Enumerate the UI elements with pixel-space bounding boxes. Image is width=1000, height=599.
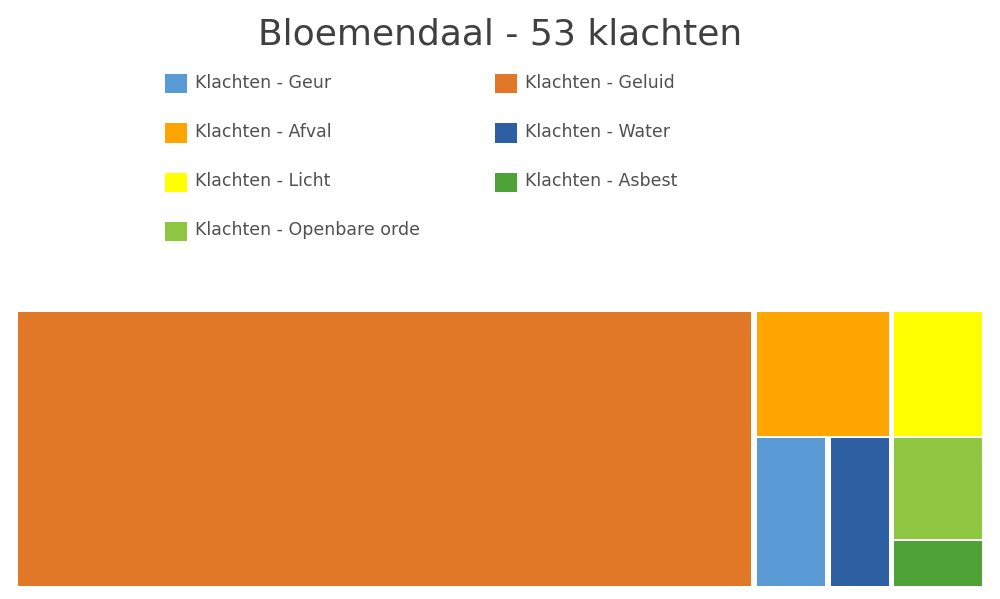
Bar (757, 312, 889, 436)
Text: Klachten - Licht: Klachten - Licht (195, 172, 330, 190)
Bar (894, 540, 982, 586)
Text: Klachten - Openbare orde: Klachten - Openbare orde (195, 221, 420, 239)
Bar (757, 438, 825, 586)
Text: Klachten - Water: Klachten - Water (525, 123, 670, 141)
Bar (894, 438, 982, 539)
Bar (831, 438, 889, 586)
Text: Klachten - Geluid: Klachten - Geluid (525, 74, 675, 92)
Text: Klachten - Asbest: Klachten - Asbest (525, 172, 677, 190)
Bar (18, 312, 751, 586)
Text: Bloemendaal - 53 klachten: Bloemendaal - 53 klachten (258, 18, 742, 52)
Text: Klachten - Geur: Klachten - Geur (195, 74, 331, 92)
Text: Klachten - Afval: Klachten - Afval (195, 123, 332, 141)
Bar (894, 312, 982, 436)
